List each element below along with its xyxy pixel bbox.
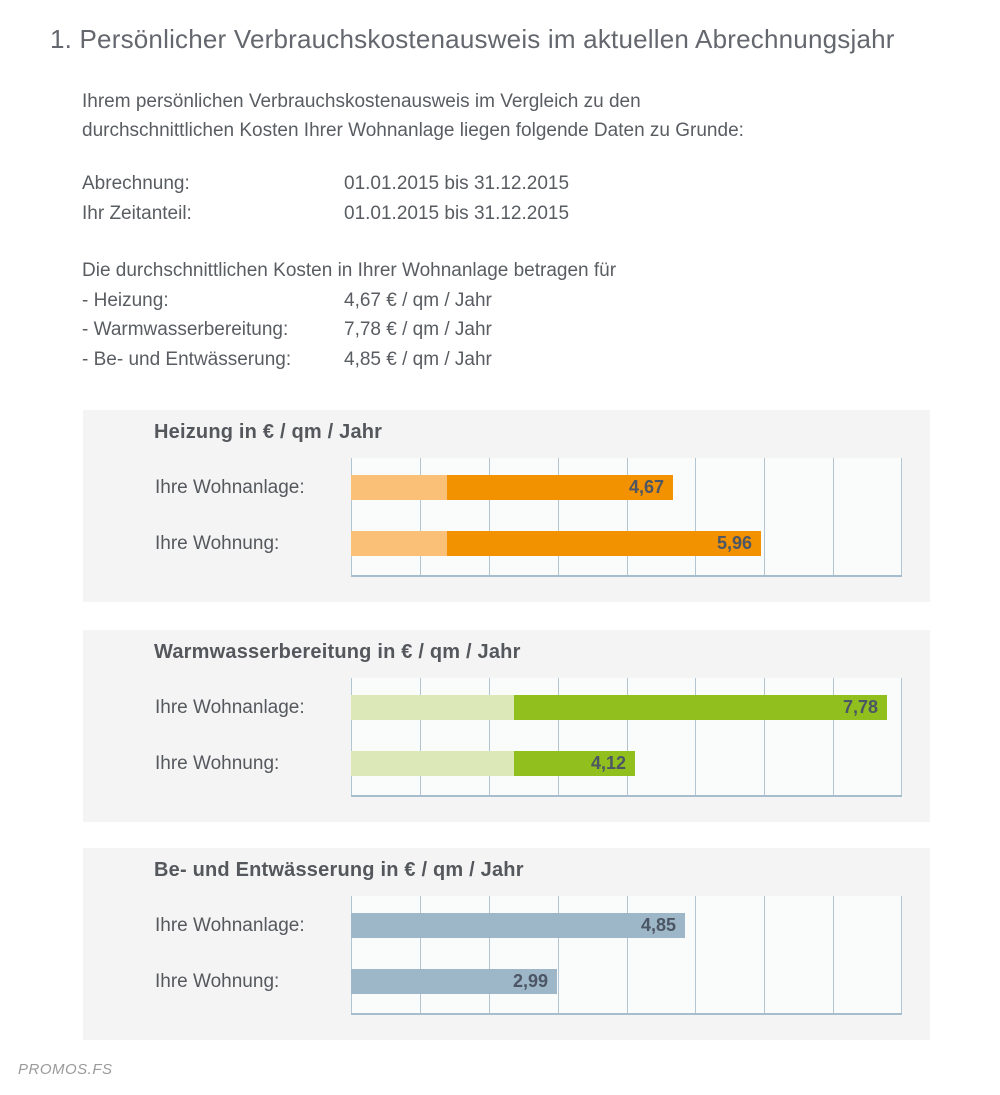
chart-panel-1: Heizung in € / qm / Jahr 4,67 5,96 Ihre Woh… <box>83 410 930 602</box>
bar-2: 5,96 <box>351 531 761 556</box>
gridline <box>558 458 559 575</box>
billing-value: 01.01.2015 bis 31.12.2015 <box>344 173 570 194</box>
cost-value: 7,78 € / qm / Jahr <box>344 319 492 340</box>
bar-2: 2,99 <box>351 969 557 994</box>
bar-1: 7,78 <box>351 695 887 720</box>
billing-row-zeitanteil: Ihr Zeitanteil: 01.01.2015 bis 31.12.201… <box>82 199 782 229</box>
gridline <box>764 458 765 575</box>
cost-label: - Heizung: <box>82 289 169 311</box>
gridline <box>695 896 696 1013</box>
bar-value-label: 4,85 <box>640 915 676 935</box>
gridline <box>833 458 834 575</box>
bar-2: 4,12 <box>351 751 635 776</box>
chart-panel-3: Be- und Entwässerung in € / qm / Jahr 4,8… <box>83 848 930 1040</box>
average-cost-row-entwaesserung: - Be- und Entwässerung: 4,85 € / qm / Ja… <box>82 345 782 375</box>
average-costs-block: Die durchschnittlichen Kosten in Ihrer W… <box>82 256 782 374</box>
gridline <box>489 678 490 795</box>
gridline <box>420 678 421 795</box>
intro-paragraph: Ihrem persönlichen Verbrauchskostenauswe… <box>82 87 782 145</box>
bar-value-label: 7,78 <box>842 697 878 717</box>
cost-label: - Be- und Entwässerung: <box>82 348 292 370</box>
gridline <box>351 678 352 795</box>
chart-plot-area: 4,85 2,99 <box>351 896 902 1015</box>
gridline <box>420 458 421 575</box>
average-cost-row-heizung: - Heizung: 4,67 € / qm / Jahr <box>82 286 782 316</box>
gridline <box>627 678 628 795</box>
gridline <box>833 896 834 1013</box>
chart-panel-2: Warmwasserbereitung in € / qm / Jahr 7,78… <box>83 630 930 822</box>
gridline <box>901 458 902 575</box>
bar-value-label: 2,99 <box>512 971 548 991</box>
chart-title: Warmwasserbereitung in € / qm / Jahr <box>154 641 521 663</box>
bar-base-segment <box>351 751 514 776</box>
chart-title: Be- und Entwässerung in € / qm / Jahr <box>154 859 524 881</box>
gridline <box>764 678 765 795</box>
gridline <box>558 896 559 1013</box>
gridline <box>764 896 765 1013</box>
gridline <box>489 896 490 1013</box>
bar-row-label: Ihre Wohnanlage: <box>155 915 305 936</box>
cost-label: - Warmwasserbereitung: <box>82 319 289 340</box>
billing-label: Abrechnung: <box>82 173 190 194</box>
billing-period-block: Abrechnung: 01.01.2015 bis 31.12.2015 Ih… <box>82 169 782 228</box>
footer-brand-logo: PROMOS.FS <box>18 1061 113 1078</box>
bar-row-label: Ihre Wohnanlage: <box>155 477 305 498</box>
cost-value: 4,67 € / qm / Jahr <box>344 289 492 311</box>
chart-title: Heizung in € / qm / Jahr <box>154 421 383 443</box>
gridline <box>901 678 902 795</box>
bar-value-label: 4,12 <box>590 753 626 773</box>
gridline <box>627 896 628 1013</box>
billing-value: 01.01.2015 bis 31.12.2015 <box>344 202 570 224</box>
gridline <box>420 896 421 1013</box>
gridline <box>489 458 490 575</box>
page-title: 1. Persönlicher Verbrauchskostenausweis … <box>50 24 895 54</box>
bar-base-segment <box>351 695 514 720</box>
bar-1: 4,67 <box>351 475 673 500</box>
gridline <box>695 458 696 575</box>
bar-base-segment <box>351 531 447 556</box>
chart-plot-area: 4,67 5,96 <box>351 458 902 577</box>
average-costs-heading: Die durchschnittlichen Kosten in Ihrer W… <box>82 260 617 281</box>
gridline <box>351 458 352 575</box>
intro-line-2: durchschnittlichen Kosten Ihrer Wohnanla… <box>82 120 744 141</box>
cost-value: 4,85 € / qm / Jahr <box>344 348 492 370</box>
average-cost-row-warmwasser: - Warmwasserbereitung: 7,78 € / qm / Jah… <box>82 315 782 345</box>
billing-row-abrechnung: Abrechnung: 01.01.2015 bis 31.12.2015 <box>82 169 782 199</box>
bar-value-label: 4,67 <box>628 477 664 497</box>
gridline <box>627 458 628 575</box>
gridline <box>558 678 559 795</box>
intro-line-1: Ihrem persönlichen Verbrauchskostenauswe… <box>82 91 641 112</box>
bar-row-label: Ihre Wohnanlage: <box>155 697 305 718</box>
gridline <box>833 678 834 795</box>
bar-1: 4,85 <box>351 913 685 938</box>
bar-row-label: Ihre Wohnung: <box>155 753 280 774</box>
chart-plot-area: 7,78 4,12 <box>351 678 902 797</box>
gridline <box>901 896 902 1013</box>
bar-value-label: 5,96 <box>716 533 752 553</box>
bar-base-segment <box>351 475 447 500</box>
bar-row-label: Ihre Wohnung: <box>155 971 280 992</box>
gridline <box>695 678 696 795</box>
bar-row-label: Ihre Wohnung: <box>155 533 280 554</box>
gridline <box>351 896 352 1013</box>
billing-label: Ihr Zeitanteil: <box>82 202 192 224</box>
